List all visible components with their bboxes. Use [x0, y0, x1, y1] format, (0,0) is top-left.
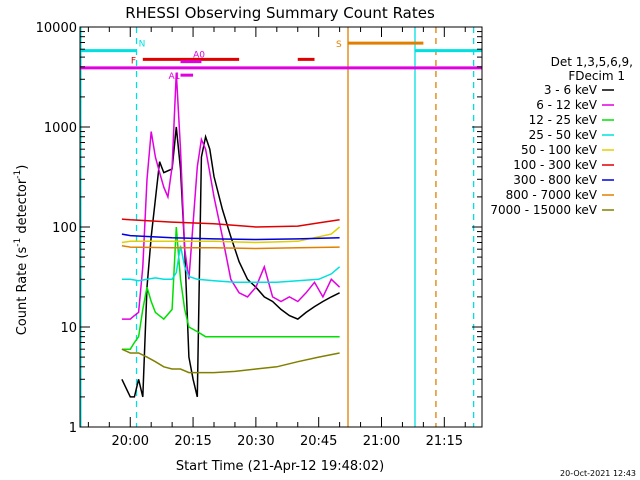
series-line-6 — [121, 233, 340, 241]
timestamp: 20-Oct-2021 12:43 — [560, 469, 636, 478]
x-tick-label: 21:15 — [426, 434, 463, 449]
series-line-7 — [121, 244, 340, 250]
legend-label: 50 - 100 keV — [521, 143, 598, 157]
plot-area: NF S A0 A1 1 10 100 1000 10000 20:00 20:15 20:30 20:… — [36, 21, 483, 449]
x-tick-label: 21:00 — [363, 434, 400, 449]
chart-title: RHESSI Observing Summary Count Rates — [125, 4, 435, 22]
series-line-1 — [121, 72, 341, 320]
legend-label: 6 - 12 keV — [536, 98, 598, 112]
series-line-8 — [121, 348, 340, 374]
legend-label: 300 - 800 keV — [513, 173, 597, 187]
x-tick-label: 20:45 — [300, 434, 337, 449]
flag-label-S: S — [336, 40, 342, 50]
legend-label: 100 - 300 keV — [513, 158, 597, 172]
series-line-5 — [121, 218, 340, 228]
legend-label: 12 - 25 keV — [529, 113, 598, 127]
flag-label-N: N — [139, 40, 146, 50]
series-line-0 — [121, 126, 340, 398]
y-tick-label: 10 — [60, 321, 77, 336]
y-tick-label: 1000 — [44, 121, 77, 136]
flag-label-A0: A0 — [193, 51, 205, 61]
series-line-3 — [121, 245, 341, 284]
x-axis-label: Start Time (21-Apr-12 19:48:02) — [176, 459, 384, 474]
flag-label-A1: A1 — [169, 72, 181, 82]
legend-title-line-1: Det 1,3,5,6,9, — [551, 55, 633, 69]
series-line-4 — [121, 226, 341, 244]
x-tick-label: 20:15 — [174, 434, 211, 449]
y-axis-label: Count Rate (s-1 detector-1) — [13, 165, 30, 336]
x-tick-label: 20:00 — [112, 434, 149, 449]
series-line-2 — [121, 226, 340, 350]
y-tick-label: 10000 — [36, 21, 77, 36]
legend-label: 800 - 7000 keV — [506, 188, 598, 202]
legend-label: 25 - 50 keV — [529, 128, 598, 142]
legend-label: 7000 - 15000 keV — [490, 203, 597, 217]
y-tick-label: 1 — [69, 421, 77, 436]
flag-label-F: F — [131, 56, 136, 66]
legend-label: 3 - 6 keV — [544, 83, 598, 97]
x-tick-label: 20:30 — [237, 434, 274, 449]
y-tick-label: 100 — [52, 221, 77, 236]
legend-title-line-2: FDecim 1 — [568, 69, 625, 83]
